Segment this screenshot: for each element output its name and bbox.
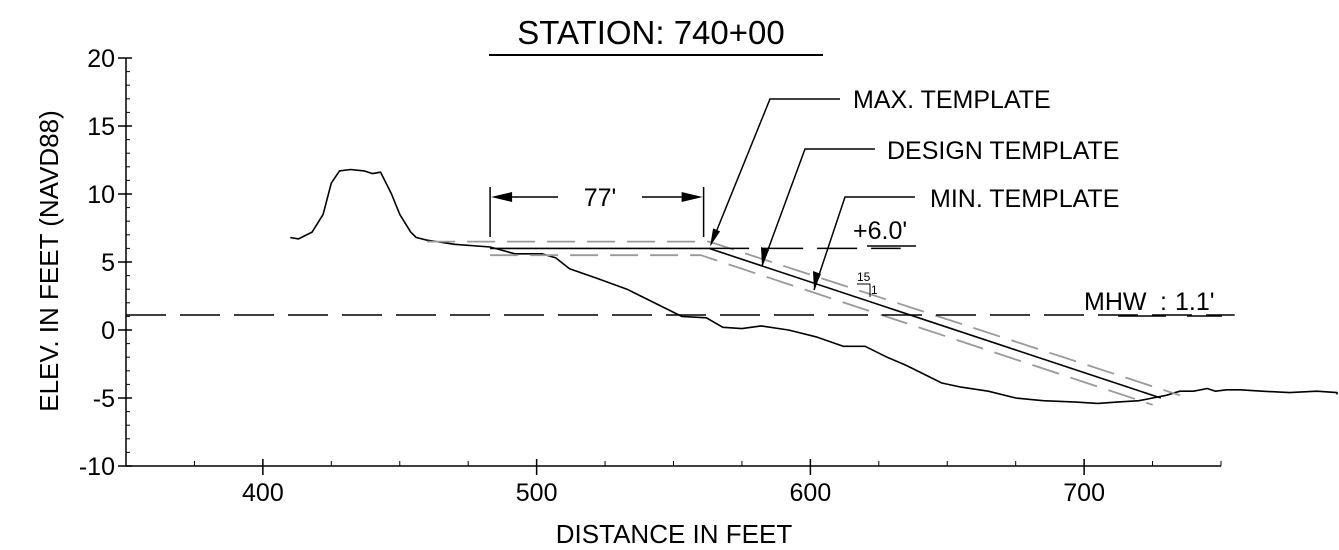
design-template-leader bbox=[761, 148, 875, 267]
mhw-label: MHW bbox=[1084, 288, 1147, 316]
series-group bbox=[126, 168, 1338, 406]
slope-rise-label: 1 bbox=[871, 283, 878, 297]
y-axis-label: ELEV. IN FEET (NAVD88) bbox=[34, 110, 64, 412]
slope-run-label: 15 bbox=[857, 270, 871, 284]
dimension-arrow-right bbox=[681, 192, 703, 202]
max-template-arrow bbox=[710, 228, 721, 247]
y-tick-label: -5 bbox=[93, 385, 115, 413]
y-tick-label: -10 bbox=[79, 453, 115, 481]
elevation-label: +6.0' bbox=[853, 217, 907, 245]
design-template-line bbox=[490, 247, 1162, 399]
min-template-line bbox=[490, 254, 1153, 406]
x-tick-label: 400 bbox=[242, 479, 284, 507]
chart-title: STATION: 740+00 bbox=[517, 14, 784, 51]
annotations: 77' MAX. TEMPLATE DESIGN TEMPLATE MIN. TEMP… bbox=[489, 86, 1222, 317]
design-template-label: DESIGN TEMPLATE bbox=[887, 137, 1119, 165]
max-template-label: MAX. TEMPLATE bbox=[853, 86, 1051, 114]
min-template-leader bbox=[813, 196, 915, 291]
x-axis-label: DISTANCE IN FEET bbox=[556, 519, 793, 549]
min-template-label: MIN. TEMPLATE bbox=[930, 185, 1119, 213]
mhw-separator: : bbox=[1160, 288, 1167, 316]
y-tick-label: 20 bbox=[87, 45, 115, 73]
y-tick-label: 10 bbox=[87, 181, 115, 209]
x-tick-label: 600 bbox=[790, 479, 832, 507]
dimension-arrow-left bbox=[491, 192, 513, 202]
existing-ground-profile bbox=[290, 168, 1338, 405]
min-template-arrow bbox=[813, 271, 821, 290]
y-tick-label: 15 bbox=[87, 113, 115, 141]
y-tick-label: 5 bbox=[101, 249, 115, 277]
mhw-value: 1.1' bbox=[1175, 288, 1215, 316]
design-template-arrow bbox=[761, 247, 769, 266]
y-tick-label: 0 bbox=[101, 317, 115, 345]
x-tick-label: 500 bbox=[516, 479, 558, 507]
dimension-label: 77' bbox=[584, 184, 617, 212]
max-template-line bbox=[427, 240, 1181, 397]
max-template-leader bbox=[710, 98, 840, 245]
x-tick-label: 700 bbox=[1063, 479, 1105, 507]
slope-triangle bbox=[857, 283, 871, 297]
axes: -10 -5 0 5 10 15 20 400 500 600 700 bbox=[79, 45, 1222, 507]
